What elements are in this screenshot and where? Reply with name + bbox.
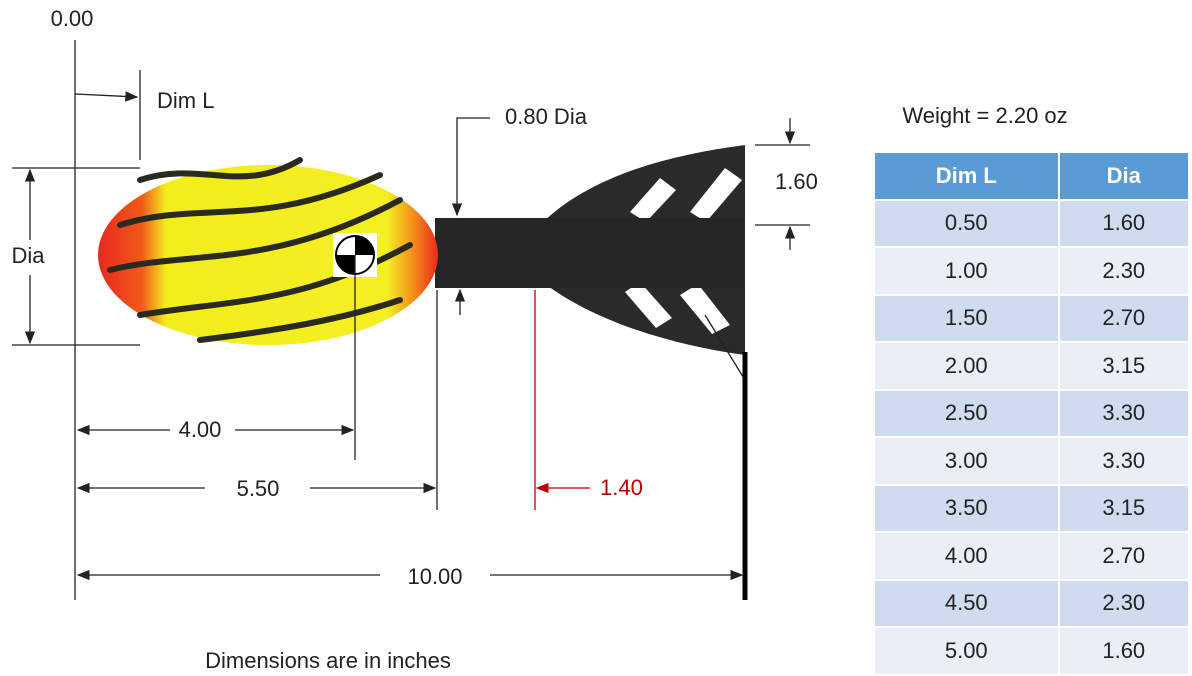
table-cell: 1.00 [875, 247, 1059, 296]
table-row: 2.50 3.30 [875, 389, 1188, 438]
shaft [435, 218, 745, 288]
header-cell: Dim L [875, 153, 1059, 201]
table-cell: 2.00 [875, 342, 1059, 391]
table-cell: 1.60 [1057, 199, 1188, 248]
cg-label: 4.00 [179, 417, 222, 442]
dimension-lines [12, 40, 810, 600]
fin-height-label: 1.60 [775, 169, 818, 194]
table-cell: 3.15 [1057, 484, 1188, 533]
table-row: 3.50 3.15 [875, 484, 1188, 533]
dim-l-label: Dim L [157, 88, 214, 113]
table-row: 1.50 2.70 [875, 294, 1188, 343]
table-row: 1.00 2.30 [875, 247, 1188, 296]
ball [98, 157, 438, 345]
table-row: 4.50 2.30 [875, 579, 1188, 628]
table-cell: 2.70 [1057, 532, 1188, 581]
dimension-table: Dim L Dia 0.50 1.60 1.00 2.30 1.50 2.70 2.00 3.1… [875, 153, 1188, 676]
table-cell: 3.00 [875, 437, 1059, 486]
table-row: 4.00 2.70 [875, 532, 1188, 581]
shaft-dia-label: 0.80 Dia [505, 104, 588, 129]
table-row: 2.00 3.15 [875, 342, 1188, 391]
table-cell: 0.50 [875, 199, 1059, 248]
table-cell: 1.50 [875, 294, 1059, 343]
table-row: 5.00 1.60 [875, 627, 1188, 676]
table-cell: 3.30 [1057, 437, 1188, 486]
table-cell: 3.50 [875, 484, 1059, 533]
ball-length-label: 5.50 [237, 476, 280, 501]
origin-label: 0.00 [51, 6, 94, 31]
table-cell: 4.00 [875, 532, 1059, 581]
table-cell: 1.60 [1057, 627, 1188, 676]
table-cell: 2.70 [1057, 294, 1188, 343]
table-cell: 5.00 [875, 627, 1059, 676]
table-cell: 3.30 [1057, 389, 1188, 438]
table-cell: 2.30 [1057, 579, 1188, 628]
table-row: 0.50 1.60 [875, 199, 1188, 248]
header-cell: Dia [1057, 153, 1188, 201]
weight: Weight = 2.20 oz [902, 103, 1067, 128]
dia-label: Dia [11, 243, 45, 268]
fin-offset-label: 1.40 [600, 475, 643, 500]
table-cell: 3.15 [1057, 342, 1188, 391]
table-cell: 4.50 [875, 579, 1059, 628]
total-length-label: 10.00 [407, 564, 462, 589]
table-cell: 2.30 [1057, 247, 1188, 296]
header-row: Dim L Dia [875, 153, 1188, 201]
caption: Dimensions are in inches [205, 648, 451, 673]
table-cell: 2.50 [875, 389, 1059, 438]
table-row: 3.00 3.30 [875, 437, 1188, 486]
